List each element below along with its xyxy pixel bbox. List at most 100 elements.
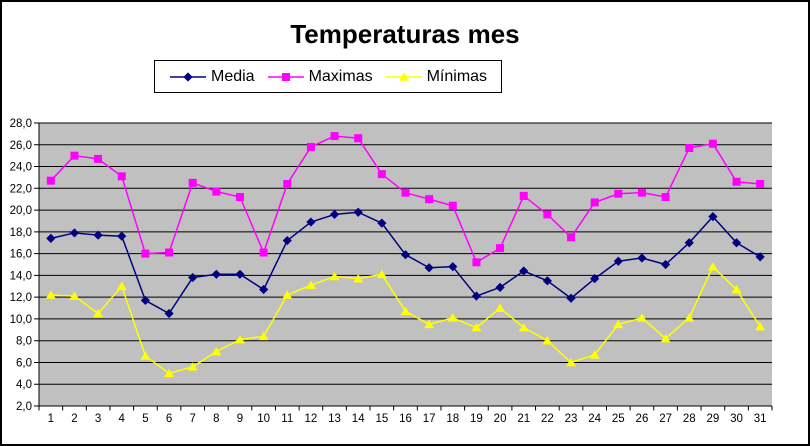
y-axis-label-28: 28,0 [10, 118, 32, 130]
marker-media-18 [448, 262, 458, 272]
legend-item-maximas: Maximas [267, 68, 373, 86]
marker-minimas-27 [660, 333, 671, 343]
legend-marker-maximas-icon [267, 72, 304, 81]
legend-marker-media-icon [170, 71, 206, 82]
marker-media-25 [613, 256, 623, 266]
y-axis-label-12: 12,0 [10, 292, 32, 304]
marker-minimas-10 [258, 331, 269, 341]
x-axis-label-22: 22 [541, 413, 554, 425]
y-axis-label-22: 22,0 [10, 183, 32, 195]
marker-maximas-1 [46, 176, 55, 185]
y-axis-label-4: 4,0 [16, 379, 32, 391]
legend-label-maximas: Maximas [308, 67, 373, 85]
marker-maximas-28 [685, 144, 694, 153]
marker-minimas-26 [636, 313, 647, 322]
marker-maximas-5 [141, 249, 150, 258]
marker-maximas-18 [448, 201, 457, 210]
legend-marker-glyph [281, 72, 290, 81]
marker-minimas-28 [684, 313, 695, 322]
marker-media-3 [93, 230, 103, 240]
legend-label-minimas: Mínimas [426, 67, 488, 85]
marker-minimas-7 [187, 362, 198, 371]
plot-background [39, 123, 772, 406]
marker-maximas-29 [708, 139, 717, 148]
marker-media-21 [519, 266, 529, 276]
x-axis-label-17: 17 [423, 413, 436, 425]
marker-minimas-2 [69, 291, 80, 300]
marker-minimas-14 [353, 274, 364, 283]
legend-label-media: Media [211, 67, 255, 85]
marker-media-5 [140, 295, 151, 306]
marker-maximas-30 [732, 177, 741, 186]
marker-maximas-23 [567, 233, 576, 242]
x-axis-label-18: 18 [446, 413, 459, 425]
marker-maximas-4 [117, 172, 126, 181]
marker-minimas-5 [140, 351, 151, 360]
marker-minimas-20 [495, 303, 506, 312]
x-axis-label-16: 16 [399, 413, 412, 425]
marker-media-7 [188, 272, 198, 283]
marker-media-23 [566, 293, 576, 303]
y-axis-label-18: 18,0 [10, 227, 32, 239]
marker-maximas-13 [330, 132, 339, 141]
marker-maximas-24 [590, 198, 599, 207]
marker-maximas-12 [306, 142, 315, 151]
x-axis-label-29: 29 [706, 413, 719, 425]
marker-media-19 [471, 291, 482, 301]
x-axis-label-2: 2 [71, 413, 77, 425]
marker-maximas-10 [259, 248, 268, 257]
y-axis-label-24: 24,0 [10, 162, 32, 174]
legend-item-minimas: Mínimas [385, 68, 487, 86]
marker-media-6 [164, 308, 174, 319]
x-axis-label-9: 9 [237, 413, 243, 425]
marker-maximas-21 [519, 191, 528, 200]
x-axis-label-25: 25 [612, 413, 625, 425]
marker-media-14 [353, 207, 363, 217]
x-axis-label-26: 26 [636, 413, 649, 425]
marker-minimas-29 [707, 262, 718, 271]
x-axis-label-6: 6 [166, 413, 172, 425]
legend-item-media: Media [169, 68, 255, 86]
x-axis-label-27: 27 [659, 413, 672, 425]
y-axis-label-14: 14,0 [10, 270, 32, 282]
x-axis-label-31: 31 [754, 413, 767, 425]
marker-minimas-30 [731, 284, 742, 294]
marker-minimas-13 [329, 271, 340, 281]
marker-media-12 [306, 217, 316, 227]
marker-minimas-19 [471, 323, 482, 332]
marker-minimas-22 [542, 336, 553, 345]
marker-media-9 [235, 269, 245, 279]
y-axis-label-20: 20,0 [10, 205, 32, 217]
x-axis-label-21: 21 [517, 413, 530, 425]
legend: Media Maximas Mínimas [154, 60, 503, 93]
x-axis-label-10: 10 [257, 413, 270, 425]
y-axis-label-26: 26,0 [10, 140, 32, 152]
marker-minimas-17 [424, 319, 435, 329]
marker-media-28 [684, 238, 694, 248]
y-axis-label-2: 2,0 [16, 401, 32, 413]
marker-minimas-3 [93, 308, 104, 318]
marker-maximas-2 [70, 151, 79, 160]
marker-maximas-14 [354, 134, 363, 143]
x-axis-label-24: 24 [588, 413, 601, 425]
x-axis-label-12: 12 [305, 413, 318, 425]
marker-media-29 [708, 212, 718, 222]
marker-media-27 [660, 259, 671, 270]
x-axis-label-30: 30 [730, 413, 743, 425]
marker-minimas-31 [755, 321, 766, 331]
legend-marker-glyph [398, 71, 409, 81]
marker-media-24 [590, 274, 600, 284]
marker-maximas-25 [614, 189, 623, 198]
marker-media-22 [542, 276, 552, 286]
marker-minimas-9 [234, 335, 245, 344]
marker-maximas-7 [188, 178, 197, 187]
x-axis-label-1: 1 [48, 413, 54, 425]
x-axis-label-13: 13 [328, 413, 341, 425]
marker-media-30 [731, 238, 742, 248]
marker-maximas-6 [165, 248, 174, 257]
x-axis-label-23: 23 [565, 413, 578, 425]
x-axis-label-15: 15 [375, 413, 388, 425]
x-axis-label-11: 11 [281, 413, 293, 425]
